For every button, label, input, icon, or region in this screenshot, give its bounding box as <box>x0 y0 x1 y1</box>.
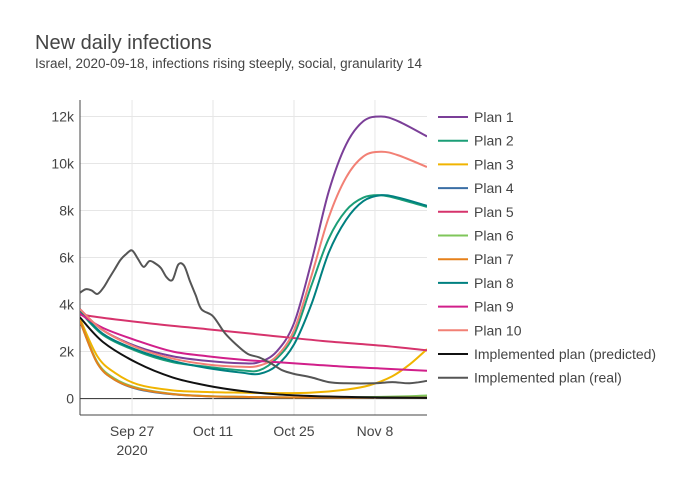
legend-item-plan-9[interactable]: Plan 9 <box>438 299 514 315</box>
legend-item-plan-7[interactable]: Plan 7 <box>438 251 514 267</box>
x-tick-label: Nov 8 <box>357 423 394 439</box>
y-tick-label: 8k <box>59 202 75 218</box>
y-tick-label: 0 <box>66 391 74 407</box>
y-tick-label: 4k <box>59 297 75 313</box>
y-tick-label: 12k <box>51 108 75 124</box>
chart-title: New daily infections <box>35 32 212 54</box>
y-tick-label: 2k <box>59 344 75 360</box>
series-line-implemented-plan-real <box>80 249 427 385</box>
legend-item-plan-1[interactable]: Plan 1 <box>438 109 514 125</box>
legend-item-plan-4[interactable]: Plan 4 <box>438 180 514 196</box>
legend-item-implemented-plan-real[interactable]: Implemented plan (real) <box>438 370 622 386</box>
legend[interactable]: Plan 1 Plan 2 Plan 3 Plan 4 Plan 5 Plan 6 Plan… <box>438 109 656 386</box>
y-tick-label: 10k <box>51 155 75 171</box>
y-axis-ticks: 0 2k 4k 6k 8k 10k 12k <box>51 108 75 406</box>
series-line-plan-5 <box>80 311 427 352</box>
y-tick-label: 6k <box>59 250 75 266</box>
legend-item-plan-10[interactable]: Plan 10 <box>438 322 522 338</box>
chart-subtitle: Israel, 2020-09-18, infections rising st… <box>35 56 422 71</box>
series-line-plan-10 <box>80 150 427 368</box>
legend-item-implemented-plan-predicted[interactable]: Implemented plan (predicted) <box>438 346 656 362</box>
series-line-plan-2 <box>80 194 427 373</box>
legend-item-plan-2[interactable]: Plan 2 <box>438 133 514 149</box>
x-tick-label: Sep 27 <box>110 423 155 439</box>
x-axis-ticks: Sep 27 2020 Oct 11 Oct 25 Nov 8 <box>110 423 394 458</box>
series-line-plan-8 <box>80 194 427 376</box>
legend-label: Plan 3 <box>474 156 514 172</box>
x-tick-label: Oct 25 <box>273 423 314 439</box>
legend-label: Plan 10 <box>474 322 522 338</box>
legend-label: Plan 5 <box>474 204 514 220</box>
legend-item-plan-6[interactable]: Plan 6 <box>438 228 514 244</box>
series-line-plan-1 <box>80 115 427 365</box>
legend-label: Plan 1 <box>474 109 514 125</box>
plot-area <box>80 115 427 399</box>
legend-label: Plan 7 <box>474 251 514 267</box>
x-tick-sublabel: 2020 <box>116 442 147 458</box>
legend-item-plan-3[interactable]: Plan 3 <box>438 156 514 172</box>
legend-item-plan-5[interactable]: Plan 5 <box>438 204 514 220</box>
legend-label: Plan 8 <box>474 275 514 291</box>
legend-label: Plan 9 <box>474 299 514 315</box>
legend-label: Plan 6 <box>474 228 514 244</box>
legend-item-plan-8[interactable]: Plan 8 <box>438 275 514 291</box>
legend-label: Implemented plan (predicted) <box>474 346 656 362</box>
legend-label: Plan 2 <box>474 133 514 149</box>
series-line-implemented-plan-predicted <box>80 316 427 399</box>
x-tick-label: Oct 11 <box>193 423 233 439</box>
series-line-plan-9 <box>80 313 427 372</box>
legend-label: Plan 4 <box>474 180 514 196</box>
legend-label: Implemented plan (real) <box>474 370 622 386</box>
